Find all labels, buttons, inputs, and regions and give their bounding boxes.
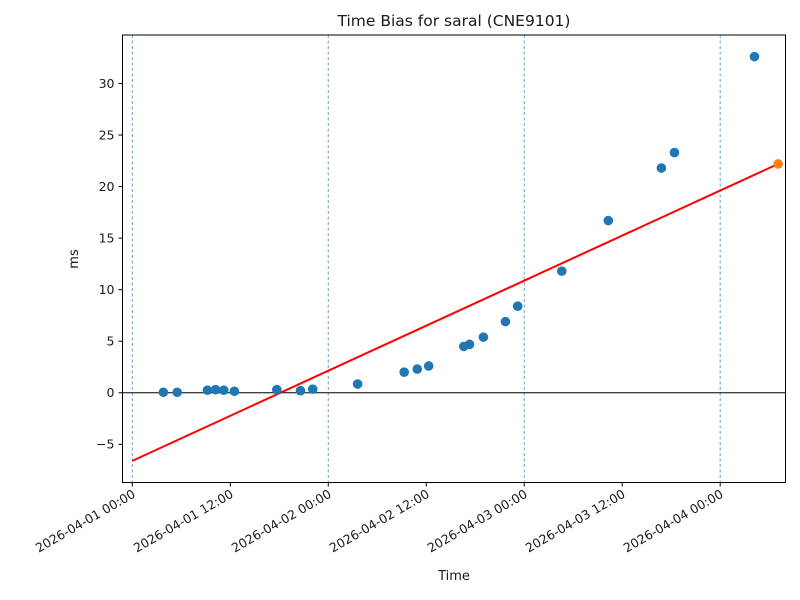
x-tick-label: 2026-04-03 00:00 <box>425 486 530 555</box>
y-tick-label: 20 <box>99 179 115 194</box>
x-tick-label: 2026-04-01 00:00 <box>33 486 138 555</box>
time-bias-observations-point <box>352 379 363 389</box>
x-axis-label: Time <box>437 569 470 584</box>
y-tick-label: 25 <box>99 127 115 142</box>
time-bias-observations-point <box>172 387 183 398</box>
y-tick-label: 0 <box>107 385 115 400</box>
time-bias-observations-point <box>295 385 306 396</box>
time-bias-observations-point <box>210 384 221 395</box>
chart-title: Time Bias for saral (CNE9101) <box>337 12 571 30</box>
time-bias-observations-point <box>478 332 489 342</box>
y-tick-label: 5 <box>107 334 115 349</box>
time-bias-observations-point <box>603 215 614 226</box>
time-bias-observations-point <box>307 384 318 394</box>
x-tick-label: 2026-04-01 12:00 <box>131 486 236 555</box>
time-bias-observations-point <box>500 316 511 327</box>
x-tick-label: 2026-04-02 12:00 <box>327 486 432 555</box>
linear-trend <box>131 162 779 462</box>
time-bias-observations-point <box>218 385 229 396</box>
time-bias-observations-point <box>749 51 760 62</box>
y-tick-label: 15 <box>99 230 115 245</box>
time-bias-observations-point <box>669 147 680 158</box>
y-tick-label: 30 <box>99 76 115 91</box>
time-bias-observations-point <box>202 385 213 396</box>
time-bias-observations-point <box>272 384 282 395</box>
x-tick-label: 2026-04-03 12:00 <box>523 486 628 555</box>
x-tick-label: 2026-04-02 00:00 <box>229 486 334 555</box>
y-axis-label: ms <box>67 249 82 269</box>
time-bias-observations-point <box>158 387 169 398</box>
extrapolated-point-point <box>773 159 783 169</box>
time-bias-observations-point <box>423 361 434 371</box>
time-bias-observations-point <box>512 301 523 311</box>
x-tick-label: 2026-04-04 00:00 <box>621 486 726 555</box>
time-bias-observations-point <box>464 339 475 350</box>
time-bias-observations-point <box>399 367 409 377</box>
time-bias-observations-point <box>412 364 423 374</box>
time-bias-observations-point <box>556 266 567 276</box>
plot-frame <box>122 34 786 483</box>
time-bias-observations-point <box>229 386 240 397</box>
y-tick-label: −5 <box>96 437 114 452</box>
time-bias-observations-point <box>656 163 667 173</box>
y-tick-label: 10 <box>99 282 115 297</box>
